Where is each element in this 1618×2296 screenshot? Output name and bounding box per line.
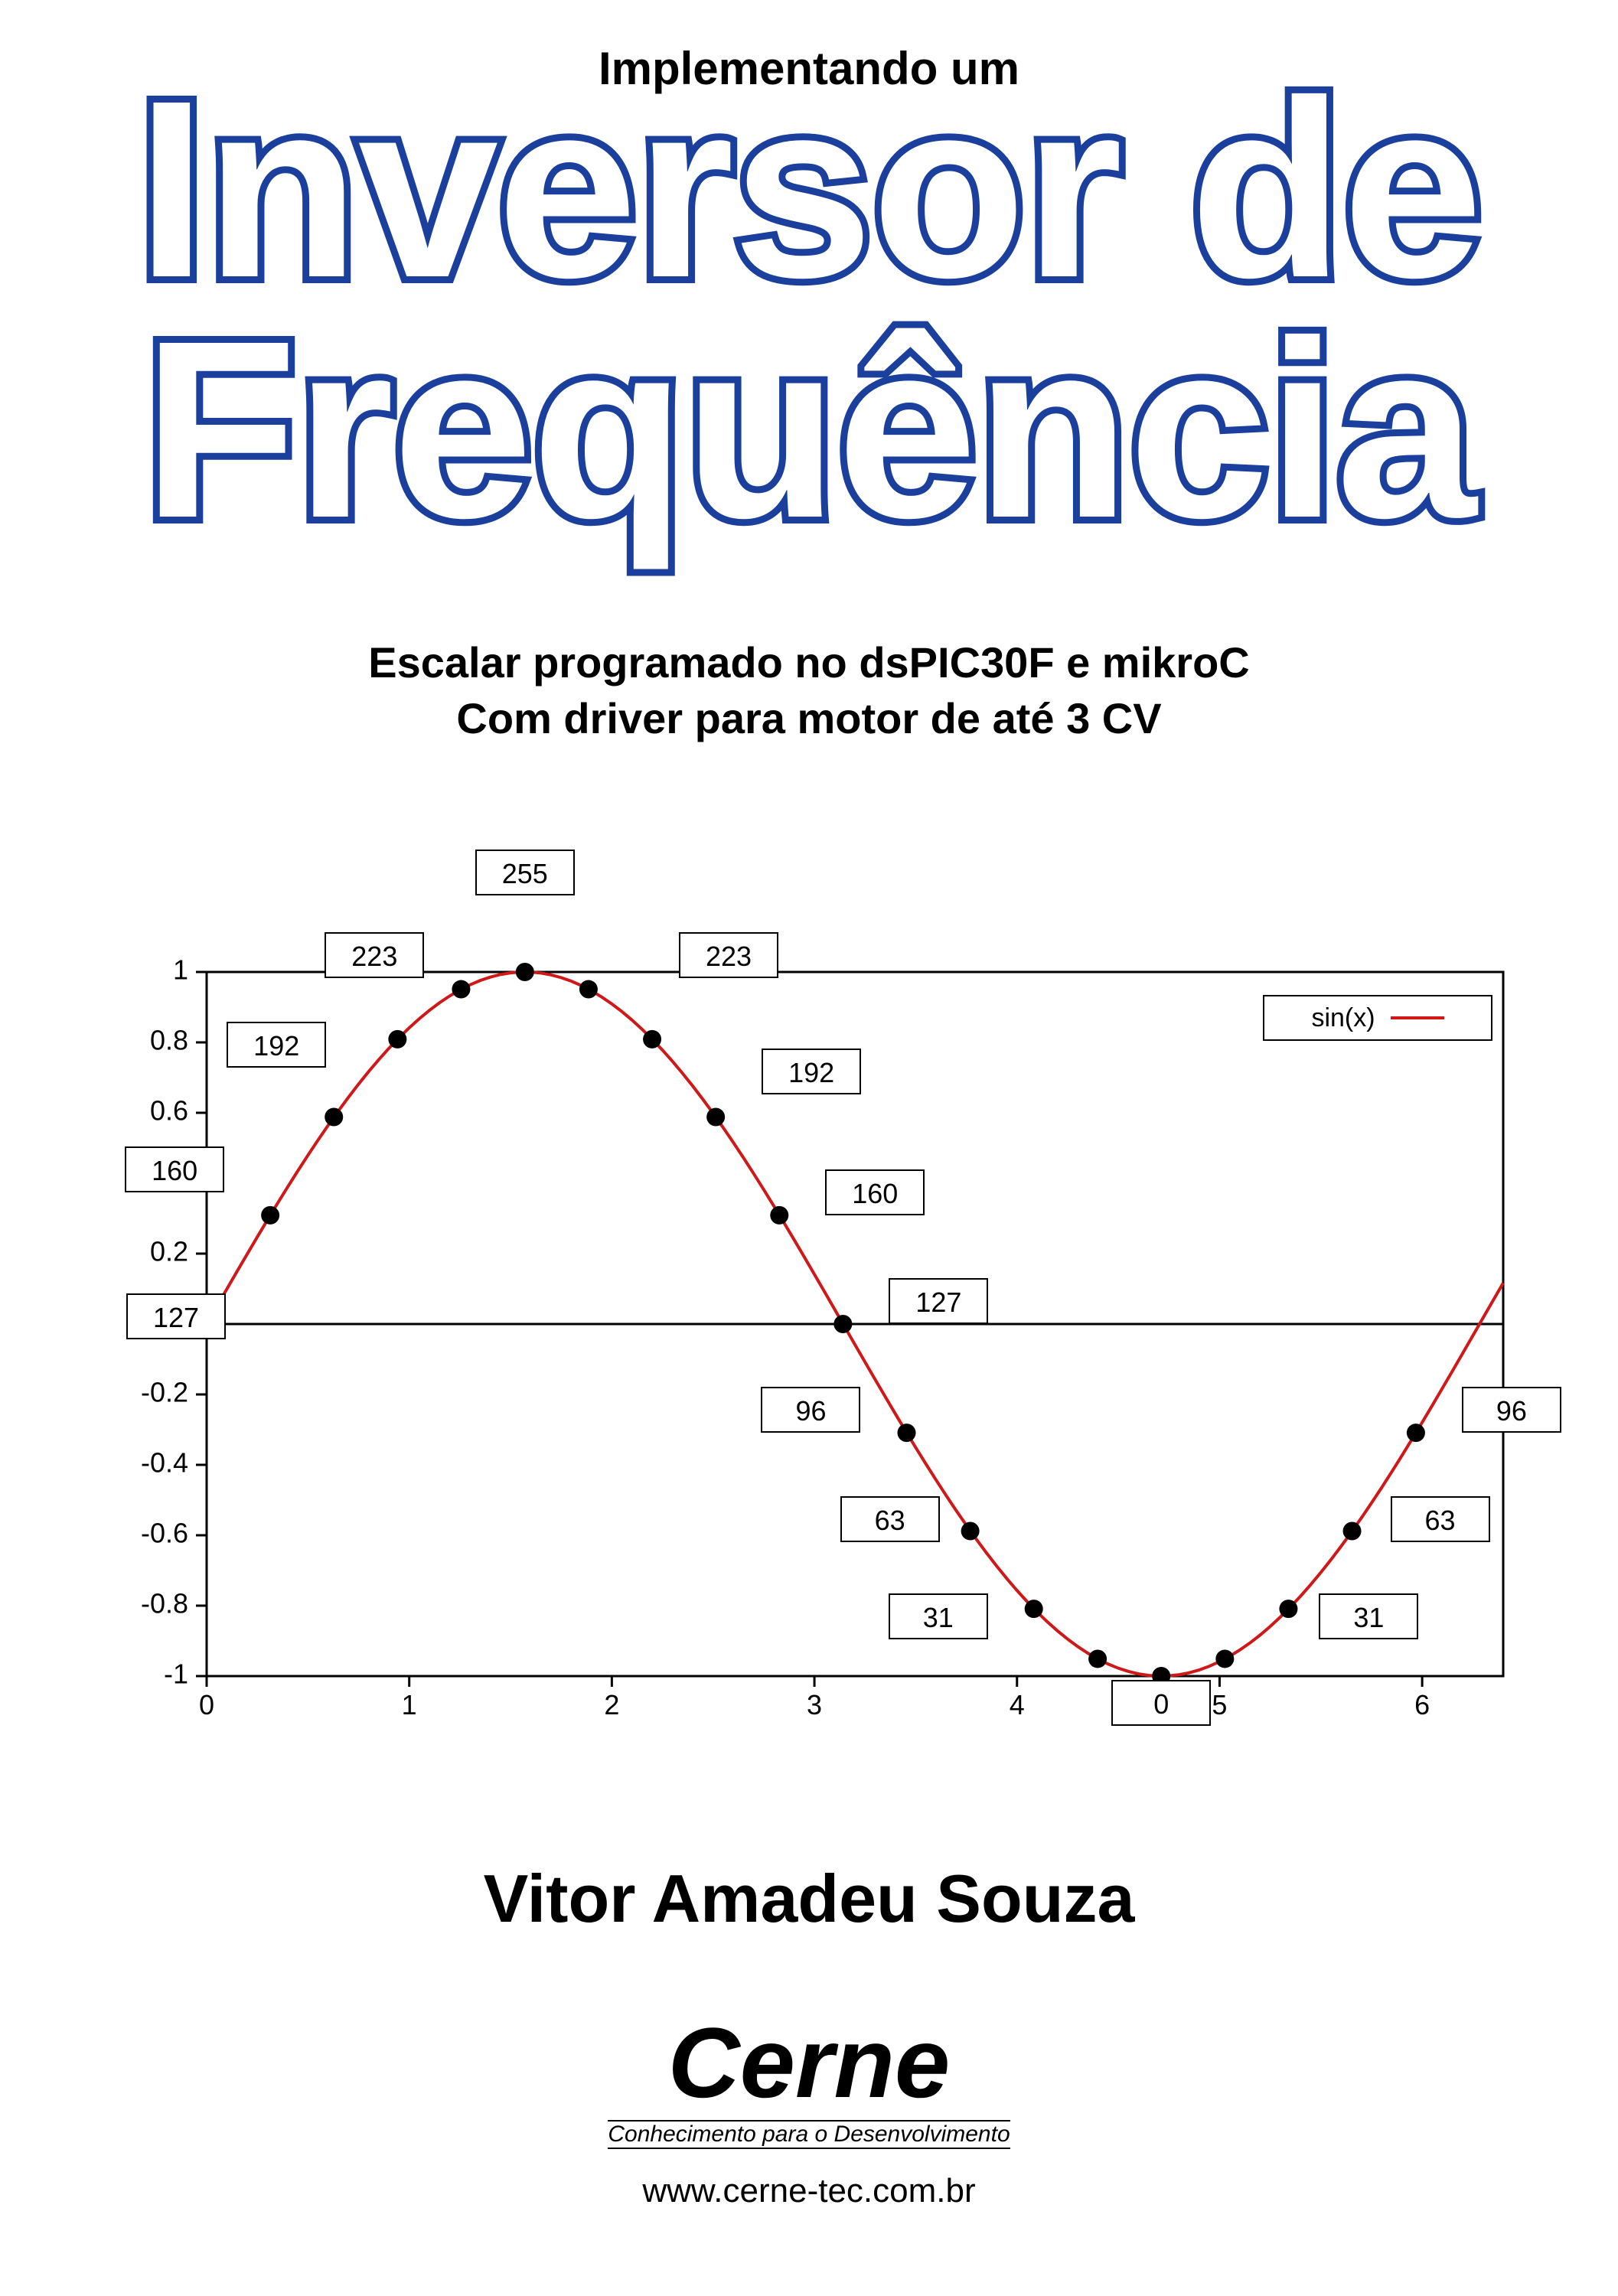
sample-marker <box>325 1108 343 1127</box>
sample-value-label: 96 <box>761 1387 860 1433</box>
sample-marker <box>1407 1424 1425 1442</box>
sample-marker <box>1215 1649 1234 1668</box>
svg-text:2: 2 <box>604 1689 619 1720</box>
sample-marker <box>579 980 598 999</box>
sample-marker <box>1279 1600 1297 1618</box>
sine-chart: -1-0.8-0.6-0.4-0.200.20.40.60.810123456s… <box>61 941 1557 1753</box>
sample-value-label: 63 <box>1391 1496 1490 1542</box>
svg-text:0: 0 <box>199 1689 214 1720</box>
svg-text:-0.2: -0.2 <box>141 1377 188 1408</box>
main-title: Inversor de Frequência <box>0 69 1618 549</box>
sample-value-label: 223 <box>325 932 424 978</box>
publisher-block: Cerne Conhecimento para o Desenvolviment… <box>0 2005 1618 2210</box>
svg-text:3: 3 <box>807 1689 822 1720</box>
sample-value-label: 223 <box>679 932 778 978</box>
sample-value-label: 160 <box>125 1146 224 1192</box>
title-line-2: Frequência <box>0 309 1618 550</box>
svg-text:-1: -1 <box>164 1658 188 1690</box>
sample-marker <box>1025 1600 1043 1618</box>
legend: sin(x) <box>1263 995 1492 1041</box>
sample-marker <box>961 1521 980 1540</box>
svg-text:5: 5 <box>1212 1689 1227 1720</box>
sample-marker <box>833 1315 852 1333</box>
svg-text:4: 4 <box>1010 1689 1025 1720</box>
subtitle-line-1: Escalar programado no dsPIC30F e mikroC <box>368 638 1249 687</box>
sample-marker <box>897 1424 915 1442</box>
sample-value-label: 96 <box>1462 1387 1561 1433</box>
author-name: Vitor Amadeu Souza <box>0 1860 1618 1938</box>
sample-value-label: 31 <box>1319 1593 1418 1639</box>
svg-text:0.2: 0.2 <box>150 1236 188 1267</box>
sample-marker <box>643 1030 661 1049</box>
sample-marker <box>388 1030 406 1049</box>
sample-value-label: 255 <box>475 850 575 895</box>
sample-marker <box>1343 1521 1362 1540</box>
subtitle: Escalar programado no dsPIC30F e mikroC … <box>0 635 1618 747</box>
svg-text:1: 1 <box>173 954 188 986</box>
publisher-url: www.cerne-tec.com.br <box>0 2172 1618 2210</box>
svg-text:0.6: 0.6 <box>150 1095 188 1127</box>
legend-text: sin(x) <box>1311 1003 1375 1033</box>
sample-value-label: 31 <box>889 1593 988 1639</box>
publisher-name: Cerne <box>668 2005 950 2120</box>
svg-text:6: 6 <box>1414 1689 1430 1720</box>
sample-marker <box>770 1206 788 1225</box>
sample-value-label: 160 <box>825 1169 925 1215</box>
sample-value-label: 63 <box>840 1496 940 1542</box>
sample-marker <box>516 963 534 981</box>
svg-text:-0.4: -0.4 <box>141 1447 188 1479</box>
sample-value-label: 192 <box>227 1022 326 1068</box>
sample-marker <box>1088 1649 1107 1668</box>
subtitle-line-2: Com driver para motor de até 3 CV <box>456 694 1161 742</box>
svg-text:-0.8: -0.8 <box>141 1588 188 1619</box>
sample-value-label: 192 <box>762 1049 861 1094</box>
svg-text:0.8: 0.8 <box>150 1025 188 1056</box>
sample-marker <box>452 980 470 999</box>
sample-marker <box>261 1206 279 1225</box>
publisher-tagline: Conhecimento para o Desenvolvimento <box>608 2120 1010 2149</box>
svg-text:1: 1 <box>402 1689 417 1720</box>
sample-value-label: 127 <box>126 1293 226 1339</box>
legend-line-sample <box>1391 1016 1444 1019</box>
svg-text:-0.6: -0.6 <box>141 1518 188 1549</box>
sample-value-label: 127 <box>889 1278 988 1324</box>
sample-marker <box>706 1108 725 1127</box>
sample-value-label: 0 <box>1111 1680 1211 1726</box>
title-line-1: Inversor de <box>0 69 1618 309</box>
